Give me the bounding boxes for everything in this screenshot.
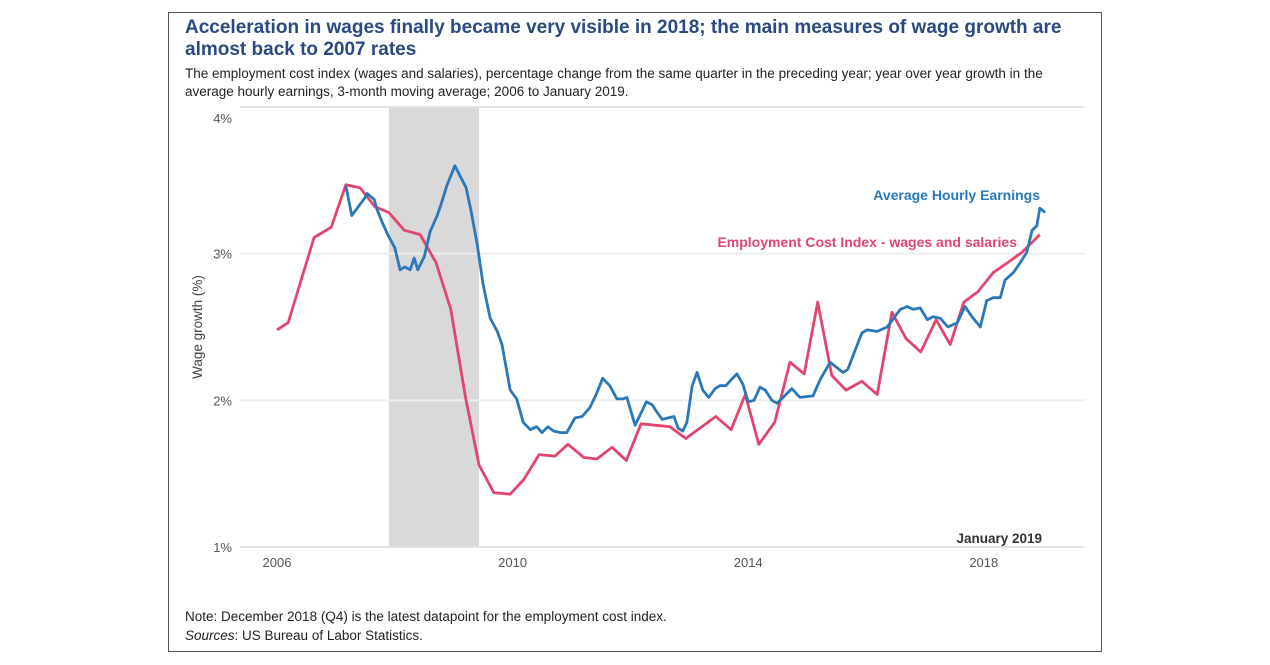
date-annotation: January 2019 — [956, 531, 1042, 546]
y-axis-label: Wage growth (%) — [190, 275, 205, 379]
chart-subtitle: The employment cost index (wages and sal… — [185, 66, 1043, 99]
y-tick-label: 1% — [213, 540, 232, 555]
x-tick-label: 2014 — [734, 555, 763, 570]
x-tick-label: 2006 — [263, 555, 292, 570]
ahe-series-line — [344, 164, 1046, 434]
chart-title: Acceleration in wages finally became ver… — [185, 17, 1062, 60]
legend-eci: Employment Cost Index - wages and salari… — [717, 234, 1017, 250]
y-tick-label: 2% — [213, 393, 232, 408]
chart-frame — [168, 12, 1102, 652]
recession-shade — [388, 107, 480, 547]
y-tick-label: 3% — [213, 247, 232, 262]
legend-ahe: Average Hourly Earnings — [873, 187, 1040, 203]
chart-note: Note: December 2018 (Q4) is the latest d… — [185, 607, 667, 645]
sources-line: Sources: US Bureau of Labor Statistics. — [185, 626, 667, 645]
x-tick-label: 2010 — [498, 555, 527, 570]
note-text: Note: December 2018 (Q4) is the latest d… — [185, 609, 667, 624]
y-tick-label: 4% — [213, 111, 232, 126]
x-tick-label: 2018 — [969, 555, 998, 570]
eci-series-line — [276, 183, 1041, 496]
sources-label: Sources — [185, 628, 235, 643]
sources-text: : US Bureau of Labor Statistics. — [234, 628, 423, 643]
